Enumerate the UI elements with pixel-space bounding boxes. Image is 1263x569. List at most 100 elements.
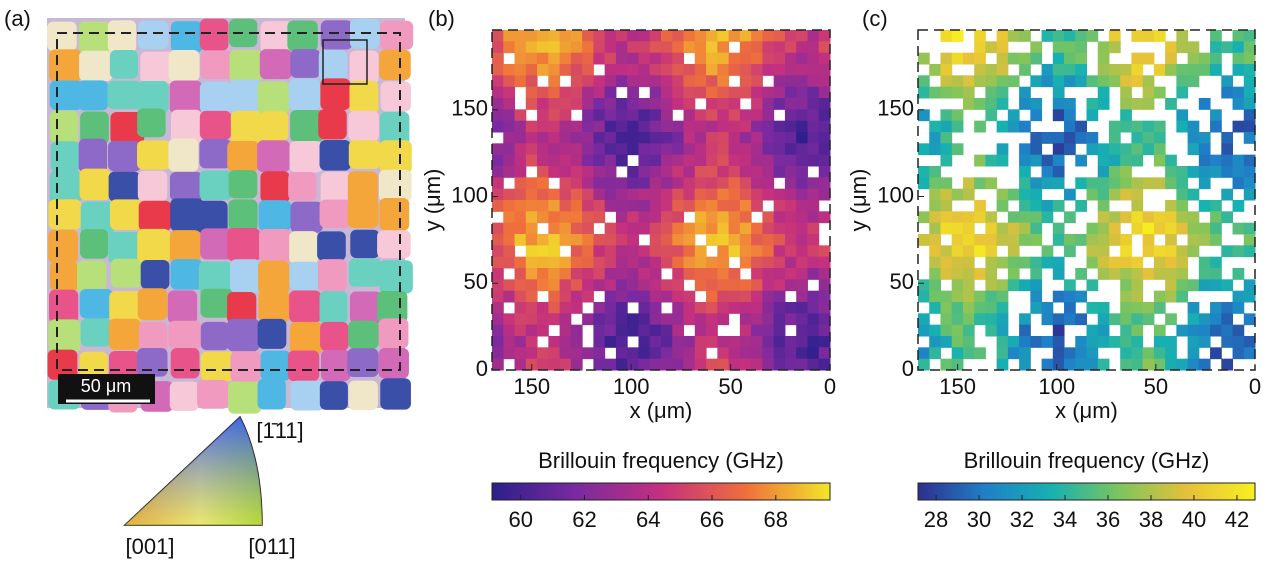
map-pixel xyxy=(1221,336,1234,348)
map-pixel xyxy=(773,200,786,212)
map-pixel xyxy=(525,347,538,360)
colorbar-tick-label: 66 xyxy=(700,507,724,532)
map-pixel xyxy=(728,358,741,371)
map-pixel xyxy=(604,256,617,269)
map-pixel xyxy=(996,324,1009,337)
map-pixel xyxy=(503,200,516,212)
map-pixel xyxy=(717,109,730,122)
map-pixel xyxy=(706,98,718,110)
map-pixel xyxy=(706,154,718,167)
map-pixel xyxy=(996,222,1009,235)
map-pixel xyxy=(615,200,628,212)
map-pixel xyxy=(1210,52,1222,65)
map-pixel xyxy=(996,302,1009,314)
map-pixel xyxy=(974,234,986,246)
grain xyxy=(289,231,319,264)
map-pixel xyxy=(951,256,964,269)
map-pixel xyxy=(985,41,998,54)
map-pixel xyxy=(525,41,538,54)
map-pixel xyxy=(762,188,775,201)
map-pixel xyxy=(582,30,594,42)
map-pixel xyxy=(492,98,504,110)
map-pixel xyxy=(503,279,516,292)
map-pixel xyxy=(1120,64,1132,76)
map-pixel xyxy=(1052,347,1065,360)
map-pixel xyxy=(1064,302,1076,314)
map-pixel xyxy=(559,268,572,280)
map-pixel xyxy=(1232,290,1245,303)
map-pixel xyxy=(593,313,606,326)
map-pixel xyxy=(1086,143,1099,156)
map-pixel xyxy=(1075,75,1087,88)
map-pixel xyxy=(604,279,617,292)
map-pixel xyxy=(1030,302,1043,314)
map-pixel xyxy=(503,347,516,360)
map-pixel xyxy=(1075,336,1087,348)
map-pixel xyxy=(1097,313,1110,326)
map-pixel xyxy=(1153,30,1166,42)
map-pixel xyxy=(1097,177,1110,190)
map-pixel xyxy=(1210,222,1222,235)
map-pixel xyxy=(514,211,527,224)
grain xyxy=(137,288,168,321)
map-pixel xyxy=(1075,313,1087,326)
map-pixel xyxy=(762,358,775,371)
grain xyxy=(319,140,351,171)
map-pixel xyxy=(1131,302,1144,314)
map-pixel xyxy=(784,336,797,348)
map-pixel xyxy=(996,290,1009,303)
map-pixel xyxy=(773,166,786,178)
map-pixel xyxy=(706,132,718,144)
map-pixel xyxy=(615,41,628,54)
map-pixel xyxy=(649,324,662,337)
map-pixel xyxy=(548,143,561,156)
map-pixel xyxy=(1007,52,1020,65)
grain xyxy=(200,321,230,351)
map-pixel xyxy=(1097,200,1110,212)
grain xyxy=(230,259,261,293)
map-pixel xyxy=(694,52,707,65)
map-pixel xyxy=(974,75,986,88)
map-pixel xyxy=(1131,177,1144,190)
map-pixel xyxy=(940,109,953,122)
map-pixel xyxy=(1198,313,1211,326)
map-pixel xyxy=(570,52,583,65)
map-pixel xyxy=(985,245,998,258)
map-pixel xyxy=(796,222,808,235)
map-pixel xyxy=(593,200,606,212)
map-pixel xyxy=(672,166,685,178)
map-pixel xyxy=(996,86,1009,99)
map-pixel xyxy=(762,256,775,269)
map-pixel xyxy=(638,222,651,235)
map-pixel xyxy=(570,302,583,314)
map-pixel xyxy=(537,86,549,99)
map-pixel xyxy=(537,268,549,280)
map-pixel xyxy=(773,132,786,144)
map-pixel xyxy=(1041,64,1054,76)
map-pixel xyxy=(929,211,941,224)
map-pixel xyxy=(940,222,953,235)
map-pixel xyxy=(1165,64,1177,76)
map-pixel xyxy=(492,109,504,122)
map-pixel xyxy=(1108,75,1121,88)
map-pixel xyxy=(582,154,594,167)
map-pixel xyxy=(514,358,527,371)
map-pixel xyxy=(818,211,831,224)
grain xyxy=(228,199,258,232)
map-pixel xyxy=(1030,75,1043,88)
map-pixel xyxy=(615,75,628,88)
map-pixel xyxy=(683,30,696,42)
map-pixel xyxy=(1064,98,1076,110)
map-pixel xyxy=(1052,177,1065,190)
map-pixel xyxy=(1142,313,1155,326)
map-pixel xyxy=(1019,211,1031,224)
map-pixel xyxy=(1019,313,1031,326)
map-pixel xyxy=(582,188,594,201)
map-pixel xyxy=(492,143,504,156)
grain xyxy=(168,138,199,172)
grain xyxy=(378,169,412,203)
map-pixel xyxy=(492,154,504,167)
grain xyxy=(168,320,202,350)
map-pixel xyxy=(1030,279,1043,292)
map-pixel xyxy=(728,211,741,224)
